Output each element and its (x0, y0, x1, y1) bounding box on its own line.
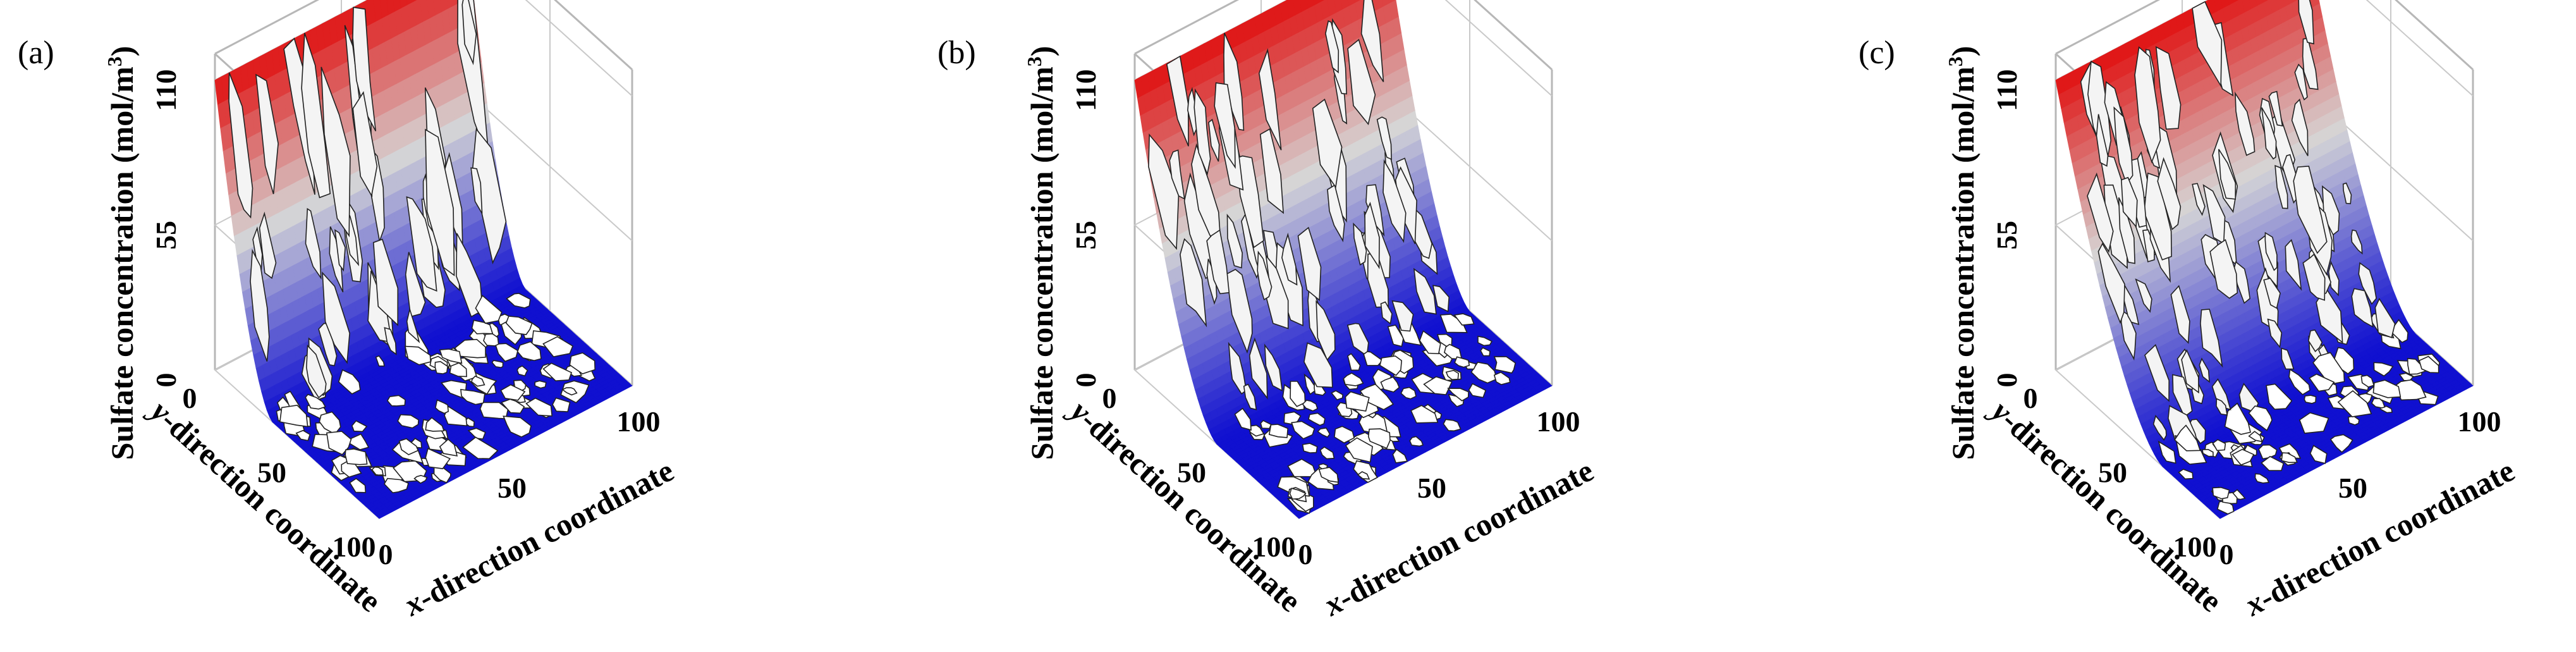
z-tick-label: 0 (1991, 373, 2023, 388)
x-tick-label: 0 (1298, 538, 1313, 570)
y-tick-label: 100 (1252, 531, 1296, 563)
z-axis-title: Sulfate concentration (mol/m3) (103, 46, 140, 460)
y-tick-label: 50 (2098, 457, 2127, 489)
x-tick-label: 0 (2219, 538, 2234, 570)
z-tick-label: 0 (150, 373, 182, 388)
z-tick-label: 55 (1991, 221, 2023, 250)
z-tick-label: 55 (1070, 221, 1102, 250)
panel-label: (b) (937, 35, 976, 71)
aggregate-pores (2080, 0, 2441, 515)
x-tick-label: 100 (1537, 405, 1580, 438)
panel-label: (a) (18, 35, 54, 71)
z-tick-label: 110 (1991, 69, 2023, 111)
z-tick-label: 0 (1070, 373, 1102, 388)
y-tick-label: 50 (1177, 457, 1206, 489)
y-tick-label: 100 (2173, 531, 2217, 563)
panel-label: (c) (1859, 35, 1895, 71)
y-tick-label: 0 (1102, 382, 1117, 414)
x-tick-label: 100 (617, 405, 661, 438)
y-tick-label: 100 (333, 531, 376, 563)
z-axis-title: Sulfate concentration (mol/m3) (1944, 46, 1981, 460)
x-tick-label: 0 (379, 538, 393, 570)
y-tick-label: 50 (257, 457, 286, 489)
x-tick-label: 50 (2338, 472, 2367, 504)
z-tick-label: 110 (1070, 69, 1102, 111)
aggregate-pores (228, 0, 596, 494)
aggregate-pores (1148, 0, 1517, 514)
y-tick-label: 0 (2024, 382, 2038, 414)
z-tick-label: 110 (150, 69, 182, 111)
z-tick-label: 55 (150, 221, 182, 250)
x-tick-label: 50 (497, 472, 527, 504)
x-tick-label: 100 (2458, 405, 2501, 438)
x-tick-label: 50 (1417, 472, 1446, 504)
y-tick-label: 0 (183, 382, 197, 414)
z-axis-title: Sulfate concentration (mol/m3) (1023, 46, 1059, 460)
